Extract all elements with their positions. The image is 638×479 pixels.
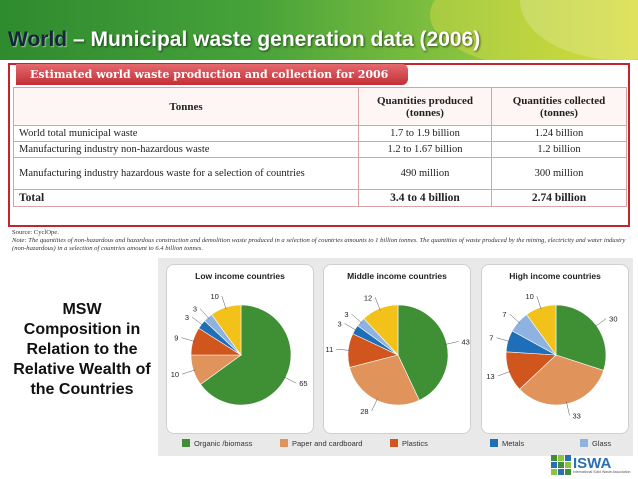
pie-leader-line [444,341,459,345]
table-row: World total municipal waste 1.7 to 1.9 b… [13,125,627,142]
pie-data-label: 28 [360,407,368,416]
table-row-total: Total 3.4 to 4 billion 2.74 billion [13,189,627,207]
pie-data-label: 9 [174,334,178,343]
table-header: Quantities produced (tonnes) [358,87,492,126]
table-note: Note: The quantities of non-hazardous an… [12,237,626,252]
legend-item: Paper and cardboard [280,439,362,448]
pie-chart-high-income: High income countries 30 33 13 7 7 10 [481,264,629,434]
table-cell: 1.2 to 1.67 billion [358,141,492,158]
table-cell: Manufacturing industry hazardous waste f… [13,157,359,190]
pie-data-label: 10 [210,292,218,301]
pie-data-label: 7 [502,310,506,319]
pie-data-label: 10 [171,370,179,379]
legend-label: Metals [502,439,525,448]
table-cell: 1.24 billion [491,125,627,142]
pie-leader-line [283,376,297,384]
pie-data-label: 30 [609,315,617,324]
table-source: Source: CyclOpe. [12,229,59,236]
pie-leader-line [497,371,511,377]
pie-svg: 65 10 9 33 10 [171,292,308,406]
pie-leader-line [594,318,607,327]
pie-chart-middle-income: Middle income countries 43 28 11 3 3 12 [323,264,471,434]
pie-svg: 30 33 13 7 7 10 [486,292,617,421]
pie-leader-line [374,297,381,311]
table-source-note: Source: CyclOpe. Note: The quantities of… [12,229,632,253]
legend-swatch [280,439,288,447]
pie-leader-line [509,313,521,324]
table-row: Manufacturing industry non-hazardous was… [13,141,627,158]
pie-leader-line [181,337,195,342]
table-cell: World total municipal waste [13,125,359,142]
iswa-logo-icon [551,455,571,475]
header-banner: World – Municipal waste generation data … [0,0,638,60]
pie-chart-low-income: Low income countries 65 10 9 3 3 10 [166,264,314,434]
pie-data-label: 10 [525,292,533,301]
legend-swatch [580,439,588,447]
pie-leader-line [351,313,363,324]
legend-swatch [390,439,398,447]
table-cell: 1.7 to 1.9 billion [358,125,492,142]
pie-title: Low income countries [195,271,285,281]
slide-title: World – Municipal waste generation data … [8,28,480,52]
legend-label: Paper and cardboard [292,439,363,448]
pie-data-label: 13 [486,372,494,381]
table-header: Tonnes [13,87,359,126]
table-cell: Manufacturing industry non-hazardous was… [13,141,359,158]
pie-leader-line [191,316,204,326]
table-row: Manufacturing industry hazardous waste f… [13,157,627,190]
pie-leader-line [344,323,357,331]
pie-data-label: 3 [337,319,341,328]
legend-item: Plastics [390,439,428,448]
table-cell: 300 million [491,157,627,190]
iswa-logo: ISWA International Solid Waste Associati… [551,454,633,476]
pie-leader-line [536,295,542,310]
footer [0,458,638,479]
slide-title-rest: – Municipal waste generation data (2006) [67,28,481,51]
legend-label: Organic /biomass [194,439,253,448]
legend-label: Plastics [402,439,428,448]
chart-legend: Organic /biomass Paper and cardboard Plast… [170,438,630,452]
pie-data-label: 12 [364,293,372,302]
waste-table: Tonnes Quantities produced (tonnes) Quan… [13,87,627,207]
pie-leader-line [371,398,378,412]
pie-leader-line [221,295,227,310]
pie-data-label: 65 [299,379,307,388]
decorative-swoosh [430,0,638,60]
side-caption: MSW Composition in Relation to the Relat… [13,301,151,398]
slide-title-world: World [8,28,68,51]
legend-item: Metals [490,439,524,448]
legend-item: Glass [580,439,611,448]
pie-leader-line [336,348,351,351]
iswa-logo-text: ISWA [573,455,612,472]
pie-leader-line [566,401,570,416]
pie-data-label: 33 [573,412,581,421]
legend-label: Glass [592,439,612,448]
pie-data-label: 3 [193,304,197,313]
legend-item: Organic /biomass [182,439,252,448]
table-header: Quantities collected (tonnes) [491,87,627,126]
pie-leader-line [181,369,196,375]
table-cell: Total [13,189,359,207]
pie-data-label: 43 [462,337,470,346]
legend-swatch [490,439,498,447]
iswa-logo-subtext: International Solid Waste Association [573,470,631,474]
table-cell: 2.74 billion [491,189,627,207]
pie-data-label: 3 [185,313,189,322]
pie-svg: 43 28 11 33 12 [325,293,470,416]
pie-data-label: 3 [344,310,348,319]
table-header-row: Tonnes Quantities produced (tonnes) Quan… [13,87,627,126]
table-cell: 3.4 to 4 billion [358,189,492,207]
pie-title: Middle income countries [347,271,447,281]
pie-title: High income countries [509,271,601,281]
table-cell: 1.2 billion [491,141,627,158]
pie-leader-line [496,337,510,342]
pie-leader-line [199,308,210,320]
pie-data-label: 7 [489,334,493,343]
legend-swatch [182,439,190,447]
table-caption: Estimated world waste production and col… [16,64,408,85]
pie-data-label: 11 [325,345,333,354]
table-cell: 490 million [358,157,492,190]
